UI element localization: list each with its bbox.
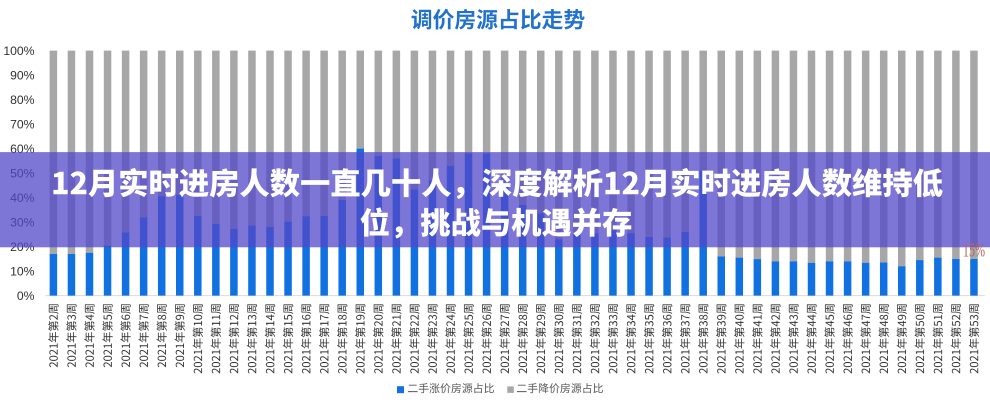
svg-text:90%: 90% [10, 69, 35, 83]
svg-text:10%: 10% [10, 265, 35, 279]
svg-text:100%: 100% [3, 44, 34, 58]
svg-text:15%: 15% [963, 240, 985, 262]
svg-text:80%: 80% [10, 93, 35, 107]
svg-text:0%: 0% [17, 289, 35, 303]
svg-text:70%: 70% [10, 118, 35, 132]
